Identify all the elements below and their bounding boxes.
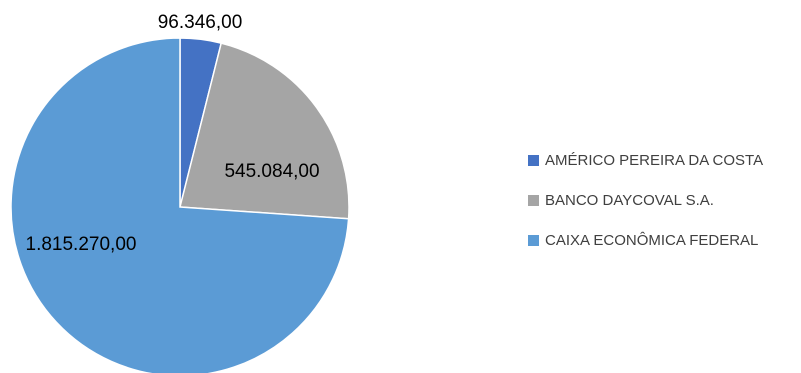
pie-slice-2	[179, 42, 350, 220]
legend-swatch-2	[528, 195, 539, 206]
pie-slices	[10, 37, 350, 373]
legend-label-2: BANCO DAYCOVAL S.A.	[545, 192, 714, 209]
legend-label-3: CAIXA ECONÔMICA FEDERAL	[545, 232, 758, 249]
slice-data-label-2: 545.084,00	[224, 161, 319, 182]
slice-labels: 96.346,00 545.084,00 1.815.270,00	[26, 12, 320, 255]
pie-slice-3	[10, 37, 350, 373]
legend-label-1: AMÉRICO PEREIRA DA COSTA	[545, 152, 763, 169]
slice-data-label-3: 1.815.270,00	[26, 234, 137, 255]
legend: AMÉRICO PEREIRA DA COSTA BANCO DAYCOVAL S…	[528, 152, 763, 249]
slice-data-label-1: 96.346,00	[158, 12, 243, 33]
legend-swatch-1	[528, 155, 539, 166]
legend-swatch-3	[528, 235, 539, 246]
